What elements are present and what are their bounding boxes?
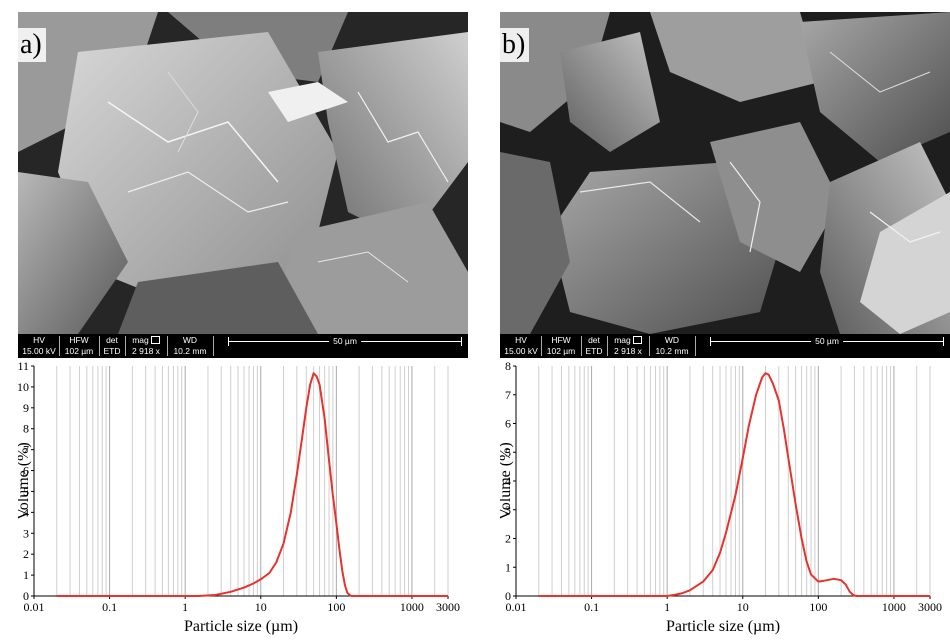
sem-micrograph-a	[18, 12, 468, 334]
y-tick-label: 4	[505, 474, 511, 488]
y-axis-label: Volume (%)	[500, 442, 514, 519]
x-tick-label: 0.01	[506, 600, 527, 614]
y-tick-label: 8	[505, 359, 511, 373]
grid-lines	[515, 366, 931, 596]
y-tick-label: 7	[23, 443, 29, 457]
x-tick-label: 3000	[436, 600, 460, 614]
det-label: det	[106, 335, 118, 345]
hv-cell: HV 15.00 kV	[20, 334, 58, 358]
y-tick-label: 6	[505, 417, 511, 431]
y-tick-label: 2	[23, 547, 29, 561]
mag-cell: mag 2 918 x	[126, 334, 166, 358]
psd-chart-b: 0 1 2 3 4 5 6 7 8 0.01 0.1 1 10 100 1000 3000 Particle s…	[497, 358, 950, 639]
y-tick-label: 3	[23, 526, 29, 540]
y-tick-label: 6	[23, 464, 29, 478]
y-axis-label: Volume (%)	[18, 442, 32, 519]
det-value: ETD	[585, 346, 603, 356]
y-tick-label: 4	[23, 505, 29, 519]
det-cell: det ETD	[100, 334, 124, 358]
y-tick-label: 0	[505, 589, 511, 603]
hfw-label: HFW	[69, 335, 89, 345]
wd-value: 10.2 mm	[173, 346, 207, 356]
sem-image-a: a) HV 15.00 kV HFW 102 µm det ETD mag 2 …	[18, 12, 468, 358]
x-tick-label: 100	[327, 600, 345, 614]
hv-cell: HV 15.00 kV	[502, 334, 540, 358]
x-axis-label: Particle size (µm)	[666, 618, 780, 635]
x-axis-label: Particle size (µm)	[184, 618, 298, 635]
scale-bar-label: 50 µm	[811, 336, 843, 346]
x-tick-label: 1000	[882, 600, 906, 614]
x-tick-label: 0.01	[24, 600, 45, 614]
x-tick-label: 1000	[400, 600, 424, 614]
wd-cell: WD 10.2 mm	[168, 334, 212, 358]
wd-label: WD	[664, 335, 680, 345]
mag-label: mag	[614, 335, 631, 345]
scale-bar-b: 50 µm	[710, 336, 944, 346]
panel-label-a: a)	[18, 28, 46, 62]
det-value: ETD	[103, 346, 121, 356]
wd-cell: WD 10.2 mm	[650, 334, 694, 358]
panel-label-b: b)	[500, 28, 530, 62]
x-tick-label: 0.1	[584, 600, 599, 614]
sem-databar-b: HV 15.00 kV HFW 102 µm det ETD mag 2 918…	[500, 334, 950, 358]
scale-bar-a: 50 µm	[228, 336, 462, 346]
y-tick-label: 7	[505, 388, 511, 402]
y-tick-label: 9	[23, 401, 29, 415]
x-tick-label: 10	[737, 600, 749, 614]
x-tick-label: 10	[255, 600, 267, 614]
hv-value: 15.00 kV	[22, 346, 56, 356]
hfw-value: 102 µm	[546, 346, 576, 356]
hfw-label: HFW	[551, 335, 571, 345]
x-tick-label: 3000	[918, 600, 942, 614]
sem-image-b: b) HV 15.00 kV HFW 102 µm det ETD mag 2 …	[500, 12, 950, 358]
hv-label: HV	[515, 335, 527, 345]
det-label: det	[588, 335, 600, 345]
y-tick-label: 11	[18, 359, 29, 373]
hfw-cell: HFW 102 µm	[60, 334, 98, 358]
hv-label: HV	[33, 335, 45, 345]
hfw-value: 102 µm	[64, 346, 94, 356]
mag-label: mag	[132, 335, 149, 345]
panel-a: a) HV 15.00 kV HFW 102 µm det ETD mag 2 …	[15, 0, 468, 639]
y-tick-label: 5	[505, 445, 511, 459]
sem-micrograph-b	[500, 12, 950, 334]
y-tick-label: 8	[23, 422, 29, 436]
psd-plot-b: 0 1 2 3 4 5 6 7 8 0.01 0.1 1 10 100 1000 3000 Particle s…	[497, 359, 942, 635]
scale-bar-label: 50 µm	[329, 336, 361, 346]
y-tick-label: 2	[505, 532, 511, 546]
y-tick-label: 10	[18, 380, 29, 394]
y-tick-label: 5	[23, 484, 29, 498]
wd-value: 10.2 mm	[655, 346, 689, 356]
mag-box-icon	[150, 336, 160, 344]
x-tick-label: 0.1	[102, 600, 117, 614]
y-tick-label: 3	[505, 503, 511, 517]
psd-chart-a: 0 1 2 3 4 5 6 7 8 9 10 11 0.01 0.1 1 10 100 1000 3000 Parti…	[15, 358, 468, 639]
series-line-0	[538, 372, 930, 597]
hv-value: 15.00 kV	[504, 346, 538, 356]
mag-cell: mag 2 918 x	[608, 334, 648, 358]
psd-plot-a: 0 1 2 3 4 5 6 7 8 9 10 11 0.01 0.1 1 10 100 1000 3000 Parti…	[15, 359, 460, 635]
panel-b: b) HV 15.00 kV HFW 102 µm det ETD mag 2 …	[497, 0, 950, 639]
det-cell: det ETD	[582, 334, 606, 358]
mag-value: 2 918 x	[614, 346, 642, 356]
series-line-0	[56, 372, 448, 597]
sem-databar-a: HV 15.00 kV HFW 102 µm det ETD mag 2 918…	[18, 334, 468, 358]
y-tick-label: 1	[505, 560, 511, 574]
x-tick-label: 100	[809, 600, 827, 614]
y-tick-label: 1	[23, 568, 29, 582]
mag-box-icon	[632, 336, 642, 344]
x-tick-label: 1	[664, 600, 670, 614]
mag-value: 2 918 x	[132, 346, 160, 356]
wd-label: WD	[182, 335, 198, 345]
hfw-cell: HFW 102 µm	[542, 334, 580, 358]
x-tick-label: 1	[182, 600, 188, 614]
grid-lines	[33, 366, 449, 596]
y-tick-label: 0	[23, 589, 29, 603]
